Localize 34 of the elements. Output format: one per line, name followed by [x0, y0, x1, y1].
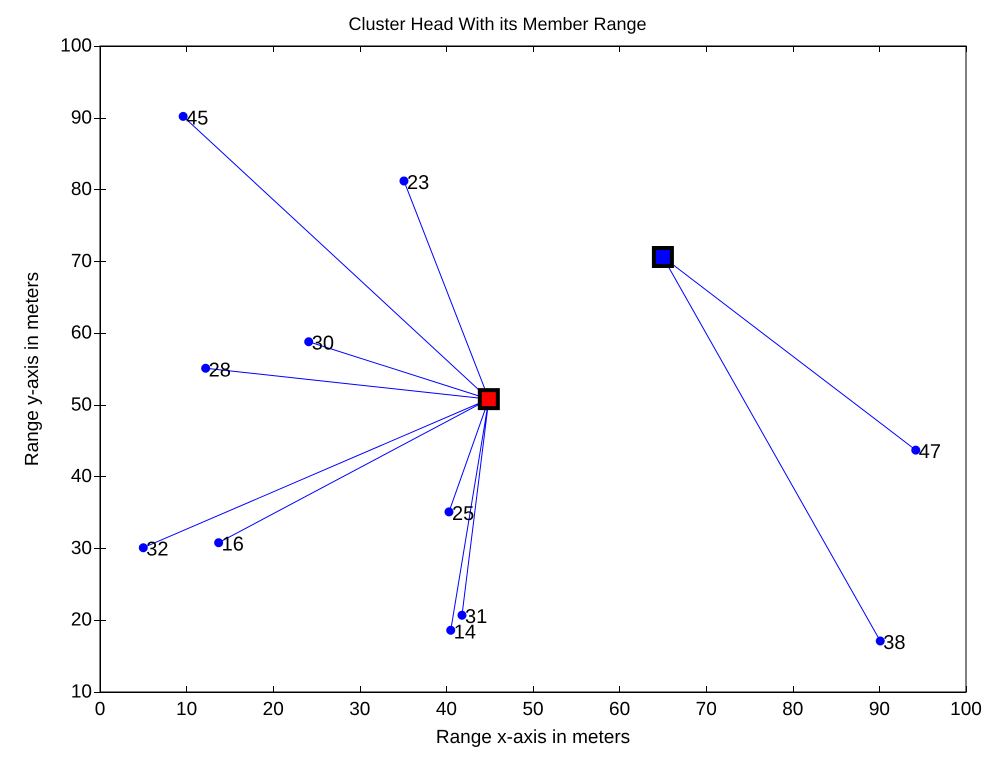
y-tick-label: 60 — [70, 322, 92, 344]
y-axis-title: Range y-axis in meters — [22, 272, 43, 466]
x-tick-label: 40 — [436, 699, 457, 720]
x-tick-label: 0 — [94, 699, 106, 720]
x-tick-label: 100 — [950, 699, 982, 720]
annotation: 23 — [406, 172, 430, 194]
x-tick-label: 50 — [522, 699, 544, 720]
x-tick-label: 70 — [696, 699, 717, 720]
y-tick-label: 90 — [70, 107, 92, 128]
y-tick-label: 30 — [70, 538, 92, 559]
annotation: 47 — [918, 441, 942, 464]
y-tick-label: 50 — [70, 394, 92, 416]
x-tick-label: 30 — [349, 699, 370, 720]
x-tick-label: 80 — [782, 699, 804, 720]
y-tick-label: 40 — [70, 466, 92, 488]
point — [399, 176, 408, 186]
point — [444, 507, 454, 516]
x-axis-title: Range x-axis in meters — [436, 727, 630, 748]
x-tick-label: 90 — [868, 699, 890, 720]
annotation: 32 — [146, 538, 169, 561]
x-tick-label: 60 — [609, 699, 630, 720]
y-tick-label: 10 — [70, 682, 92, 702]
point — [446, 626, 456, 635]
y-tick-label: 20 — [70, 610, 92, 631]
annotation: 38 — [883, 632, 906, 654]
x-tick-label: 10 — [176, 699, 198, 720]
point — [214, 538, 224, 548]
y-tick-label: 70 — [70, 250, 92, 272]
y-tick-label: 80 — [70, 179, 92, 200]
y-tick-label: 100 — [60, 36, 92, 56]
chart-title: Cluster Head With its Member Range — [348, 14, 647, 34]
point — [478, 388, 500, 410]
x-tick-label: 20 — [262, 699, 284, 720]
annotation: 16 — [222, 534, 244, 556]
